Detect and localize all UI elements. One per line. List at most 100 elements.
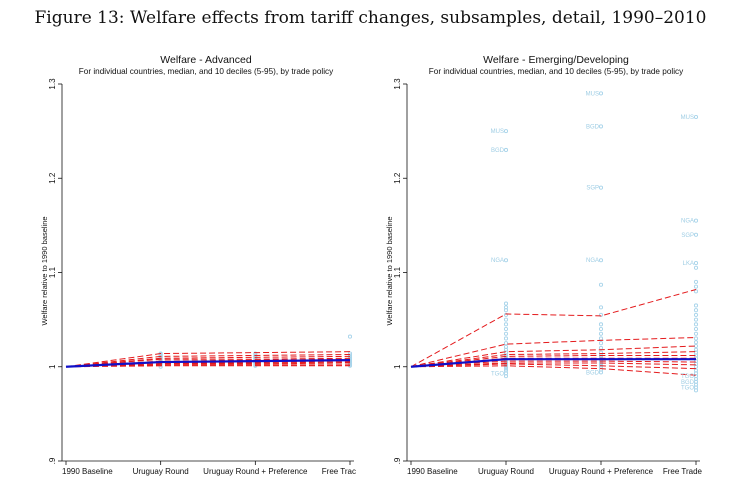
country-point xyxy=(347,353,353,358)
country-label: MUS xyxy=(681,115,694,121)
country-point xyxy=(347,355,353,360)
country-point xyxy=(598,331,604,336)
country-point xyxy=(598,345,604,350)
figure-title: Figure 13: Welfare effects from tariff c… xyxy=(34,8,707,28)
country-point xyxy=(693,322,699,327)
country-label: TGO xyxy=(491,371,504,377)
panel-emerging-developing: Welfare - Emerging/Developing For indivi… xyxy=(385,54,703,476)
x-tick-label: Free Trac xyxy=(322,467,356,476)
y-tick-label: 1 xyxy=(393,364,402,369)
y-tick-label: .9 xyxy=(48,457,57,464)
decile-line xyxy=(410,351,697,368)
country-label: MUS xyxy=(491,129,504,135)
country-point xyxy=(598,336,604,341)
country-point xyxy=(693,265,699,270)
panel-subtitle: For individual countries, median, and 10… xyxy=(79,67,334,76)
country-point xyxy=(598,124,604,129)
country-label: MUS xyxy=(586,91,599,97)
country-point xyxy=(693,326,699,332)
median-line xyxy=(65,359,351,368)
country-point xyxy=(598,282,604,287)
country-point xyxy=(503,258,509,263)
country-point xyxy=(503,368,509,373)
country-label: SGP xyxy=(586,186,599,192)
country-point xyxy=(693,312,699,317)
country-point xyxy=(693,114,699,120)
country-point xyxy=(503,305,509,310)
country-point xyxy=(503,344,509,350)
country-point xyxy=(503,317,509,322)
country-point xyxy=(598,322,604,327)
country-point xyxy=(693,340,699,345)
country-point xyxy=(693,279,699,284)
y-tick-label: 1 xyxy=(48,364,57,369)
country-point xyxy=(693,336,699,341)
x-tick-label: Uruguay Round xyxy=(478,467,534,476)
x-tick-label: Uruguay Round + Preference xyxy=(549,467,654,476)
country-label: LKA xyxy=(683,261,694,267)
country-label: BGD xyxy=(586,370,600,376)
country-point xyxy=(503,341,509,346)
country-point xyxy=(693,261,699,266)
country-point xyxy=(693,308,699,313)
panel-title: Welfare - Emerging/Developing xyxy=(483,54,629,66)
country-label: TGO xyxy=(681,385,694,391)
y-tick-label: 1.3 xyxy=(393,78,402,90)
country-point xyxy=(503,312,509,317)
x-tick-label: Uruguay Round xyxy=(133,467,189,476)
country-point xyxy=(598,185,604,190)
y-tick-label: .9 xyxy=(393,457,402,464)
median-line xyxy=(410,358,696,368)
panel-title: Welfare - Advanced xyxy=(160,54,252,66)
country-point xyxy=(693,331,699,336)
country-point xyxy=(598,350,604,355)
country-point xyxy=(693,232,699,237)
panel-subtitle: For individual countries, median, and 10… xyxy=(429,67,684,76)
country-point xyxy=(693,218,699,223)
country-point xyxy=(503,366,509,371)
country-point xyxy=(347,334,353,339)
country-label: TGO xyxy=(681,374,694,380)
country-point xyxy=(693,303,699,308)
y-tick-label: 1.1 xyxy=(48,266,57,278)
country-point xyxy=(693,343,699,349)
decile-line xyxy=(410,354,696,368)
country-point xyxy=(693,368,699,373)
country-label: BGD xyxy=(491,148,505,154)
y-axis-label: Welfare relative to 1990 baseline xyxy=(385,216,394,325)
country-point xyxy=(503,129,509,134)
country-point xyxy=(693,347,699,352)
country-point xyxy=(598,305,604,310)
decile-line xyxy=(65,357,351,368)
country-point xyxy=(503,301,509,306)
country-point xyxy=(598,91,604,96)
decile-line xyxy=(410,363,697,370)
decile-line xyxy=(410,345,697,368)
country-point xyxy=(598,312,604,317)
country-point xyxy=(503,326,509,332)
y-tick-label: 1.3 xyxy=(48,78,57,90)
x-tick-label: Free Trade xyxy=(663,467,703,476)
country-point xyxy=(598,326,604,332)
country-label: SGP xyxy=(681,233,694,239)
y-tick-label: 1.2 xyxy=(48,172,57,184)
country-label: NGA xyxy=(586,258,599,264)
y-tick-label: 1.1 xyxy=(393,266,402,278)
country-label: BGD xyxy=(681,380,695,386)
country-label: BGD xyxy=(586,124,600,130)
country-point xyxy=(503,147,509,153)
decile-line xyxy=(65,351,351,368)
country-point xyxy=(693,317,699,322)
country-point xyxy=(598,258,604,263)
y-axis-label: Welfare relative to 1990 baseline xyxy=(40,216,49,325)
country-point xyxy=(598,341,604,346)
country-label: NGA xyxy=(681,219,694,225)
decile-line xyxy=(410,337,697,368)
decile-line xyxy=(410,365,697,376)
x-tick-label: 1990 Baseline xyxy=(407,467,458,476)
decile-line xyxy=(410,288,697,368)
y-tick-label: 1.2 xyxy=(393,172,402,184)
decile-line xyxy=(65,365,350,368)
decile-line xyxy=(65,353,351,368)
